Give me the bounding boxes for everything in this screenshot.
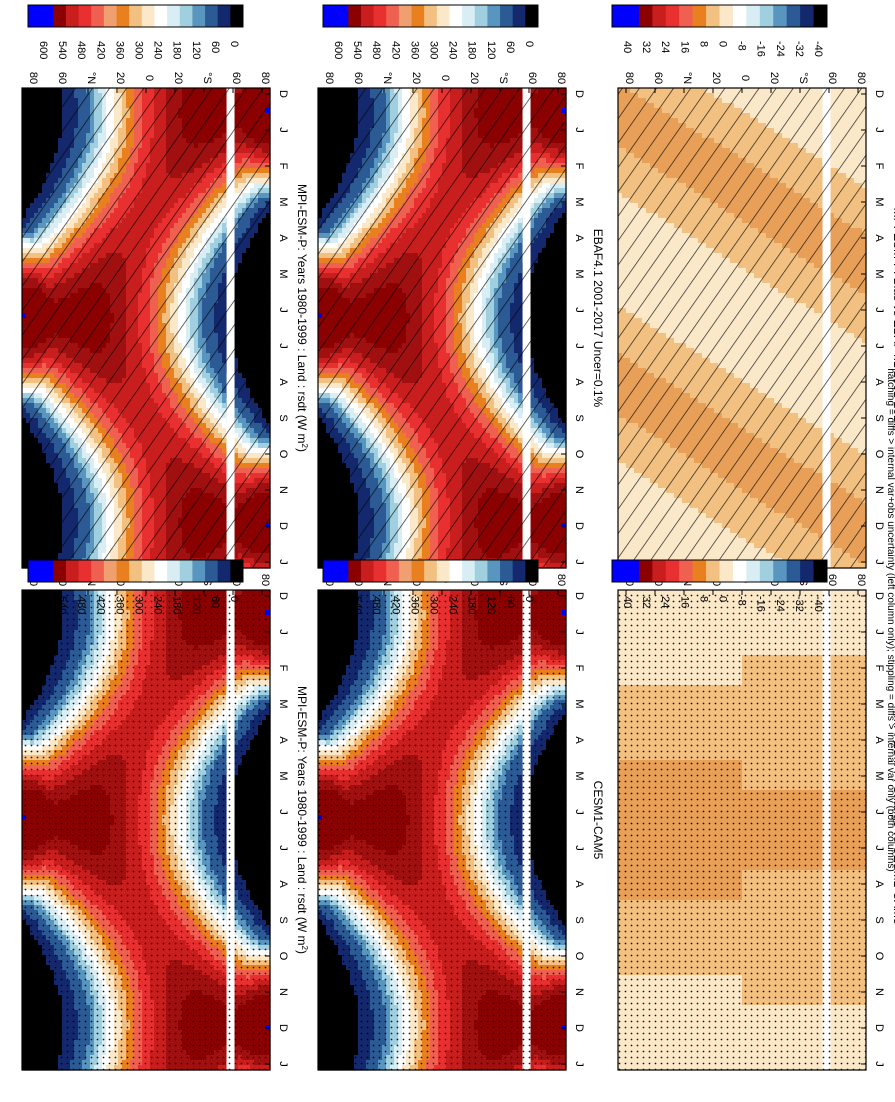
panel-left-top: 80 60 °N 20 0 20 °S 60 80DJFMAMJJASONDJMPI-ESM-P… [22,72,310,569]
